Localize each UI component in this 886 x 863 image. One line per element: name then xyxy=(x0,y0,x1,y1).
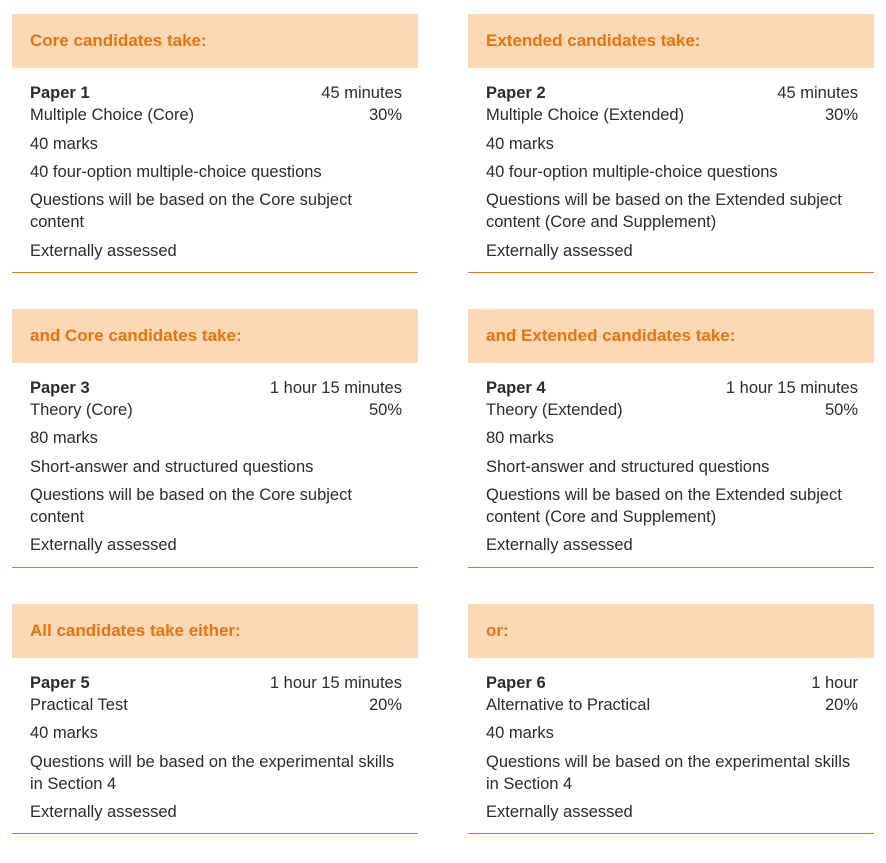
paper-card: All candidates take either: Paper 5 1 ho… xyxy=(12,604,418,835)
paper-name: Paper 2 xyxy=(486,82,546,104)
card-top-rows: Paper 1 45 minutes Multiple Choice (Core… xyxy=(30,82,402,127)
paper-detail: 40 four-option multiple-choice questions xyxy=(30,161,402,183)
paper-name: Paper 1 xyxy=(30,82,90,104)
paper-weight: 50% xyxy=(369,399,402,421)
paper-detail: Questions will be based on the experimen… xyxy=(486,751,858,796)
subtitle-row: Theory (Extended) 50% xyxy=(486,399,858,421)
card-header: and Core candidates take: xyxy=(12,309,418,363)
paper-name: Paper 3 xyxy=(30,377,90,399)
paper-row: Paper 4 1 hour 15 minutes xyxy=(486,377,858,399)
paper-duration: 45 minutes xyxy=(777,82,858,104)
paper-duration: 1 hour xyxy=(811,672,858,694)
paper-detail: Externally assessed xyxy=(30,801,402,823)
paper-weight: 30% xyxy=(369,104,402,126)
paper-detail: Short-answer and structured questions xyxy=(30,456,402,478)
subtitle-row: Multiple Choice (Core) 30% xyxy=(30,104,402,126)
paper-card: Core candidates take: Paper 1 45 minutes… xyxy=(12,14,418,273)
paper-detail: Questions will be based on the Core subj… xyxy=(30,484,402,529)
card-header-text: or: xyxy=(486,620,509,641)
card-header: or: xyxy=(468,604,874,658)
paper-detail: Short-answer and structured questions xyxy=(486,456,858,478)
card-header: Core candidates take: xyxy=(12,14,418,68)
card-top-rows: Paper 5 1 hour 15 minutes Practical Test… xyxy=(30,672,402,717)
paper-card: or: Paper 6 1 hour Alternative to Practi… xyxy=(468,604,874,835)
paper-name: Paper 6 xyxy=(486,672,546,694)
card-body: Paper 5 1 hour 15 minutes Practical Test… xyxy=(12,658,418,834)
paper-subtitle: Multiple Choice (Core) xyxy=(30,104,194,126)
paper-subtitle: Practical Test xyxy=(30,694,128,716)
paper-duration: 45 minutes xyxy=(321,82,402,104)
paper-weight: 20% xyxy=(369,694,402,716)
paper-detail: Externally assessed xyxy=(486,534,858,556)
paper-detail: Questions will be based on the Core subj… xyxy=(30,189,402,234)
paper-detail: Questions will be based on the experimen… xyxy=(30,751,402,796)
card-header-text: and Core candidates take: xyxy=(30,325,242,346)
paper-detail: 40 marks xyxy=(486,133,858,155)
card-header: Extended candidates take: xyxy=(468,14,874,68)
assessment-grid: Core candidates take: Paper 1 45 minutes… xyxy=(12,14,874,834)
paper-duration: 1 hour 15 minutes xyxy=(270,377,402,399)
card-header-text: Extended candidates take: xyxy=(486,30,700,51)
paper-detail: 80 marks xyxy=(30,427,402,449)
paper-detail: 80 marks xyxy=(486,427,858,449)
card-header-text: and Extended candidates take: xyxy=(486,325,735,346)
card-header-text: All candidates take either: xyxy=(30,620,241,641)
paper-duration: 1 hour 15 minutes xyxy=(270,672,402,694)
paper-subtitle: Theory (Extended) xyxy=(486,399,623,421)
paper-row: Paper 3 1 hour 15 minutes xyxy=(30,377,402,399)
paper-detail: 40 marks xyxy=(30,133,402,155)
card-body: Paper 2 45 minutes Multiple Choice (Exte… xyxy=(468,68,874,272)
paper-detail: 40 marks xyxy=(486,722,858,744)
paper-detail: Externally assessed xyxy=(486,801,858,823)
paper-row: Paper 2 45 minutes xyxy=(486,82,858,104)
paper-name: Paper 5 xyxy=(30,672,90,694)
paper-row: Paper 6 1 hour xyxy=(486,672,858,694)
card-header: and Extended candidates take: xyxy=(468,309,874,363)
paper-detail: Externally assessed xyxy=(486,240,858,262)
paper-weight: 30% xyxy=(825,104,858,126)
paper-duration: 1 hour 15 minutes xyxy=(726,377,858,399)
paper-detail: 40 four-option multiple-choice questions xyxy=(486,161,858,183)
subtitle-row: Theory (Core) 50% xyxy=(30,399,402,421)
card-body: Paper 1 45 minutes Multiple Choice (Core… xyxy=(12,68,418,272)
subtitle-row: Practical Test 20% xyxy=(30,694,402,716)
paper-detail: Questions will be based on the Extended … xyxy=(486,484,858,529)
card-top-rows: Paper 2 45 minutes Multiple Choice (Exte… xyxy=(486,82,858,127)
paper-name: Paper 4 xyxy=(486,377,546,399)
paper-weight: 20% xyxy=(825,694,858,716)
card-body: Paper 4 1 hour 15 minutes Theory (Extend… xyxy=(468,363,874,567)
card-header: All candidates take either: xyxy=(12,604,418,658)
card-body: Paper 3 1 hour 15 minutes Theory (Core) … xyxy=(12,363,418,567)
paper-row: Paper 5 1 hour 15 minutes xyxy=(30,672,402,694)
paper-detail: Externally assessed xyxy=(30,534,402,556)
paper-row: Paper 1 45 minutes xyxy=(30,82,402,104)
paper-card: Extended candidates take: Paper 2 45 min… xyxy=(468,14,874,273)
subtitle-row: Multiple Choice (Extended) 30% xyxy=(486,104,858,126)
card-body: Paper 6 1 hour Alternative to Practical … xyxy=(468,658,874,834)
card-top-rows: Paper 3 1 hour 15 minutes Theory (Core) … xyxy=(30,377,402,422)
paper-weight: 50% xyxy=(825,399,858,421)
paper-subtitle: Theory (Core) xyxy=(30,399,133,421)
card-header-text: Core candidates take: xyxy=(30,30,207,51)
paper-detail: 40 marks xyxy=(30,722,402,744)
paper-subtitle: Alternative to Practical xyxy=(486,694,650,716)
paper-detail: Externally assessed xyxy=(30,240,402,262)
card-top-rows: Paper 4 1 hour 15 minutes Theory (Extend… xyxy=(486,377,858,422)
paper-card: and Extended candidates take: Paper 4 1 … xyxy=(468,309,874,568)
paper-detail: Questions will be based on the Extended … xyxy=(486,189,858,234)
paper-subtitle: Multiple Choice (Extended) xyxy=(486,104,684,126)
subtitle-row: Alternative to Practical 20% xyxy=(486,694,858,716)
paper-card: and Core candidates take: Paper 3 1 hour… xyxy=(12,309,418,568)
card-top-rows: Paper 6 1 hour Alternative to Practical … xyxy=(486,672,858,717)
